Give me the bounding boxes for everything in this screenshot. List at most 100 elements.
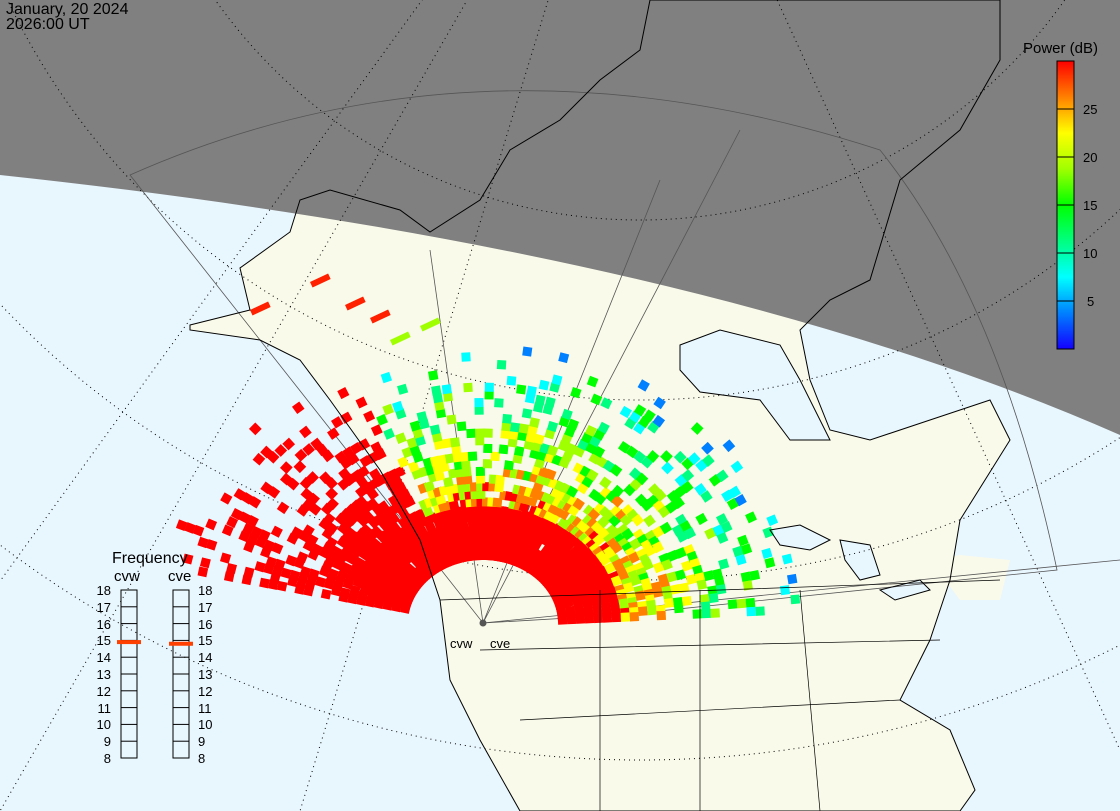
- scatter-cell: [490, 451, 500, 462]
- scatter-cell: [271, 542, 284, 555]
- state-borders: [439, 579, 1001, 811]
- scatter-cell: [282, 437, 296, 451]
- scatter-cell: [475, 466, 485, 476]
- scatter-cell: [442, 391, 454, 402]
- scatter-cell: [652, 561, 665, 574]
- time-label: 2026:00 UT: [6, 16, 90, 33]
- scatter-cell: [643, 409, 656, 422]
- scatter-cell: [370, 441, 383, 454]
- scatter-cell: [494, 398, 504, 408]
- scatter-cell: [243, 541, 255, 553]
- scatter-cell: [567, 418, 580, 431]
- scatter-cell: [431, 431, 443, 443]
- scatter-cell: [242, 522, 255, 535]
- scatter-cell: [243, 566, 255, 578]
- coastline: [189, 0, 1011, 811]
- scatter-cell: [714, 576, 725, 587]
- scatter-cell: [205, 518, 218, 531]
- scatter-cell: [444, 453, 456, 464]
- scatter-cell: [637, 379, 650, 392]
- scatter-cell: [551, 374, 563, 386]
- hudson-bay-coast: [679, 329, 831, 441]
- site-label-cve: cve: [490, 636, 511, 651]
- scatter-cell: [637, 606, 648, 617]
- scatter-cell: [611, 484, 625, 498]
- scatter-cell: [461, 352, 471, 362]
- scatter-cell: [566, 614, 577, 625]
- colorbar-tick-label: 15: [1083, 198, 1098, 213]
- scatter-cell: [561, 408, 573, 421]
- scatter-cell: [182, 553, 194, 565]
- maritimes: [930, 555, 1010, 600]
- scatter-cell: [633, 404, 647, 417]
- scatter-cell: [501, 421, 512, 432]
- scatter-cell: [463, 382, 473, 393]
- scatter-cell: [546, 420, 559, 433]
- scatter-cell: [299, 566, 312, 578]
- frequency-radar-cvw: cvw: [114, 568, 140, 585]
- scatter-cell: [633, 450, 646, 464]
- scatter-cell: [584, 614, 595, 624]
- scatter-cell: [699, 593, 710, 605]
- scatter-cell: [357, 465, 370, 478]
- scatter-cell: [627, 551, 641, 564]
- scatter-cell: [382, 403, 394, 416]
- scatter-cell: [761, 547, 773, 560]
- scatter-cell: [395, 432, 407, 444]
- scatter-cell: [670, 584, 681, 595]
- scatter-cell: [366, 497, 379, 511]
- scatter-cell: [629, 612, 640, 622]
- scatter-cell: [462, 474, 473, 485]
- scatter-cell: [197, 566, 209, 578]
- scatter-cell: [517, 430, 528, 442]
- scatter-cell: [507, 437, 518, 448]
- scatter-cell: [700, 490, 713, 503]
- frequency-tick-label: 12: [96, 683, 111, 699]
- scatter-cell: [546, 444, 559, 457]
- scatter-cell: [610, 575, 623, 587]
- frequency-tick-label: 9: [103, 734, 111, 750]
- scatter-cell: [500, 429, 511, 439]
- scatter-cell: [518, 423, 530, 434]
- scatter-cell: [290, 526, 303, 539]
- scatter-cell: [651, 541, 665, 554]
- scatter-cell: [265, 556, 278, 568]
- scatter-cell: [629, 574, 642, 587]
- scatter-cell: [631, 513, 645, 527]
- scatter-cell: [310, 543, 323, 556]
- scatter-cell: [226, 516, 239, 529]
- scatter-cell: [527, 424, 538, 436]
- fov-outline: [129, 90, 1058, 624]
- scatter-cell: [446, 414, 457, 425]
- scatter-cell: [619, 405, 632, 419]
- scatter-cell: [274, 558, 286, 571]
- scatter-cell: [368, 468, 382, 481]
- colorbar-tick-label: 10: [1083, 246, 1098, 261]
- scatter-cell: [279, 461, 293, 474]
- scatter-cell: [248, 422, 262, 436]
- scatter-cell: [659, 521, 673, 535]
- colorbar-tick-label: 5: [1087, 294, 1095, 309]
- scatter-cell: [474, 397, 484, 408]
- scatter-cell: [221, 524, 234, 537]
- scatter-cell: [643, 514, 656, 528]
- scatter-cell: [495, 474, 505, 485]
- scatter-cell: [274, 444, 288, 457]
- radar-site-markers: [479, 619, 487, 627]
- scatter-cell: [683, 527, 697, 540]
- scatter-cell: [461, 467, 472, 477]
- scatter-cell: [516, 384, 527, 395]
- scatter-cell: [407, 460, 420, 473]
- scatter-cell: [397, 383, 409, 395]
- scatter-cell: [310, 437, 323, 451]
- scatter-cell: [602, 613, 613, 623]
- scatter-cell: [476, 489, 486, 499]
- frequency-tick-label: 13: [198, 667, 213, 682]
- colorbar-tick-label: 25: [1083, 102, 1098, 117]
- scatter-cell: [289, 569, 301, 581]
- scatter-cell: [325, 487, 339, 501]
- scatter-cell: [508, 429, 519, 440]
- scatter-cell: [694, 483, 707, 496]
